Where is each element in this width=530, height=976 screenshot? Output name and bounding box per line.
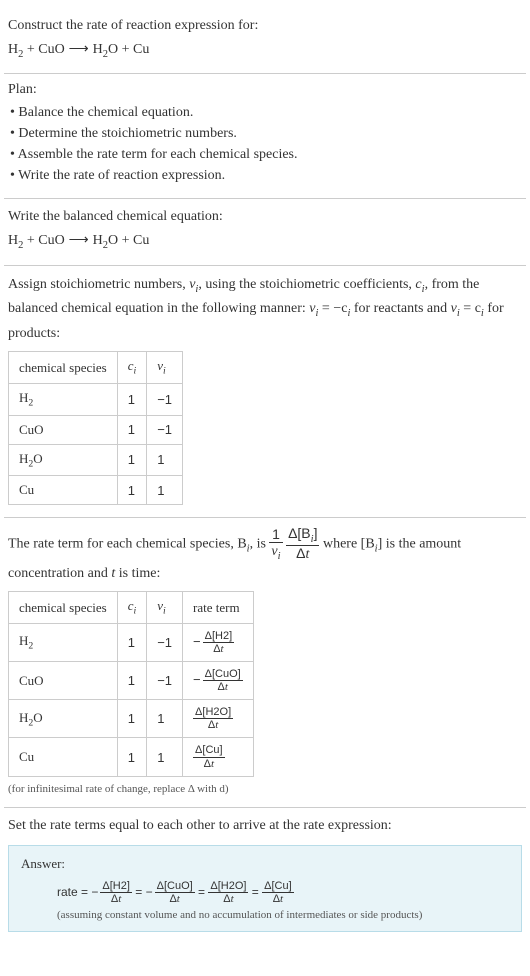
answer-note: (assuming constant volume and no accumul… <box>21 909 509 921</box>
reaction-arrow: ⟶ <box>65 40 93 56</box>
table-row: Cu11Δ[Cu]Δt <box>9 738 254 776</box>
plan-list: • Balance the chemical equation.• Determ… <box>8 102 522 186</box>
cell-nui: 1 <box>147 476 183 505</box>
final-header: Set the rate terms equal to each other t… <box>8 816 522 836</box>
balanced-equation: H2 + CuO ⟶ H2O + Cu <box>8 231 522 251</box>
construct-prompt: Construct the rate of reaction expressio… <box>8 16 522 36</box>
cell-ci: 1 <box>117 415 147 444</box>
frac-dbi-dt: Δ[Bi] Δt <box>286 526 319 563</box>
cell-nui: −1 <box>147 662 183 700</box>
plan-item: • Write the rate of reaction expression. <box>8 165 522 186</box>
plan-item: • Assemble the rate term for each chemic… <box>8 144 522 165</box>
table-row: H2O11 <box>9 444 183 476</box>
plan-section: Plan: • Balance the chemical equation.• … <box>4 74 526 199</box>
cell-rateterm: −Δ[H2]Δt <box>183 623 254 661</box>
stoich-table-2: chemical species ci νi rate term H21−1−Δ… <box>8 591 254 776</box>
assign-text: Assign stoichiometric numbers, νi, using… <box>8 274 522 346</box>
cell-species: CuO <box>9 415 118 444</box>
table-row: Cu11 <box>9 476 183 505</box>
plan-item: • Balance the chemical equation. <box>8 102 522 123</box>
th-ci: ci <box>117 592 147 624</box>
cell-ci: 1 <box>117 662 147 700</box>
cell-nui: −1 <box>147 415 183 444</box>
th-species: chemical species <box>9 352 118 384</box>
cell-ci: 1 <box>117 738 147 776</box>
cell-rateterm: Δ[Cu]Δt <box>183 738 254 776</box>
balanced-header: Write the balanced chemical equation: <box>8 207 522 227</box>
table-row: H2O11Δ[H2O]Δt <box>9 700 254 738</box>
answer-box: Answer: rate = −Δ[H2]Δt = −Δ[CuO]Δt = Δ[… <box>8 845 522 932</box>
balanced-section: Write the balanced chemical equation: H2… <box>4 199 526 265</box>
product-h2o: H2O <box>93 42 119 57</box>
cell-rateterm: −Δ[CuO]Δt <box>183 662 254 700</box>
cell-nui: 1 <box>147 700 183 738</box>
cell-species: H2 <box>9 623 118 661</box>
reactant-h2: H2 <box>8 42 23 57</box>
frac-one-over-nu: 1 νi <box>269 527 282 563</box>
cell-nui: 1 <box>147 444 183 476</box>
cell-ci: 1 <box>117 444 147 476</box>
intro-section: Construct the rate of reaction expressio… <box>4 8 526 74</box>
cell-nui: 1 <box>147 738 183 776</box>
stoich-table-1: chemical species ci νi H21−1CuO1−1H2O11C… <box>8 351 183 505</box>
cell-ci: 1 <box>117 383 147 415</box>
table-row: H21−1−Δ[H2]Δt <box>9 623 254 661</box>
rateterm-text: The rate term for each chemical species,… <box>8 526 522 585</box>
cell-species: Cu <box>9 738 118 776</box>
table-row: H21−1 <box>9 383 183 415</box>
cell-nui: −1 <box>147 383 183 415</box>
delta-note: (for infinitesimal rate of change, repla… <box>8 783 522 795</box>
table-row: CuO1−1 <box>9 415 183 444</box>
cell-ci: 1 <box>117 476 147 505</box>
cell-species: Cu <box>9 476 118 505</box>
answer-equation: rate = −Δ[H2]Δt = −Δ[CuO]Δt = Δ[H2O]Δt =… <box>21 880 509 905</box>
th-rateterm: rate term <box>183 592 254 624</box>
plan-item: • Determine the stoichiometric numbers. <box>8 123 522 144</box>
cell-species: H2 <box>9 383 118 415</box>
plan-header: Plan: <box>8 82 522 98</box>
cell-species: H2O <box>9 700 118 738</box>
th-nui: νi <box>147 352 183 384</box>
rateterm-section: The rate term for each chemical species,… <box>4 518 526 807</box>
table-header-row: chemical species ci νi <box>9 352 183 384</box>
th-species: chemical species <box>9 592 118 624</box>
cell-ci: 1 <box>117 700 147 738</box>
answer-label: Answer: <box>21 856 509 872</box>
th-ci: ci <box>117 352 147 384</box>
table-header-row: chemical species ci νi rate term <box>9 592 254 624</box>
cell-ci: 1 <box>117 623 147 661</box>
assign-section: Assign stoichiometric numbers, νi, using… <box>4 266 526 518</box>
cell-species: H2O <box>9 444 118 476</box>
intro-equation: H2 + CuO ⟶ H2O + Cu <box>8 40 522 60</box>
product-cu: Cu <box>133 42 149 57</box>
cell-rateterm: Δ[H2O]Δt <box>183 700 254 738</box>
cell-nui: −1 <box>147 623 183 661</box>
final-section: Set the rate terms equal to each other t… <box>4 808 526 945</box>
cell-species: CuO <box>9 662 118 700</box>
table-row: CuO1−1−Δ[CuO]Δt <box>9 662 254 700</box>
reactant-cuo: CuO <box>38 42 64 57</box>
th-nui: νi <box>147 592 183 624</box>
